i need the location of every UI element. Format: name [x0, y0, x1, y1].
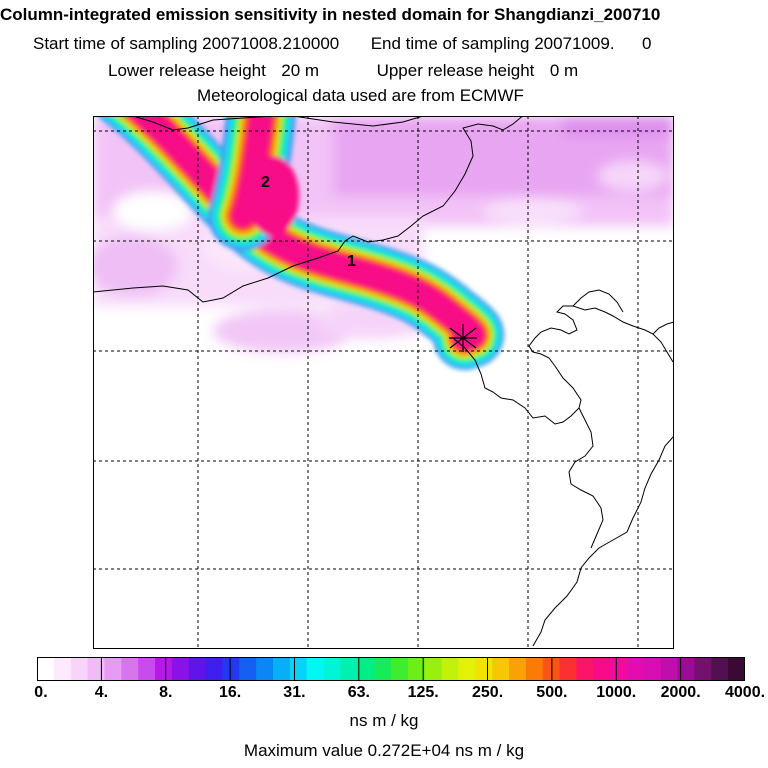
- colorbar-cell: [188, 657, 207, 681]
- colorbar-cell: [121, 657, 139, 681]
- colorbar-cell: [323, 657, 342, 681]
- colorbar-cell: [289, 657, 308, 681]
- colorbar-cell: [273, 657, 291, 681]
- colorbar-cell: [660, 657, 679, 681]
- colorbar-cell: [509, 657, 527, 681]
- colorbar-tick-label: 4000.: [725, 684, 766, 701]
- end-label: End time of sampling: [370, 34, 530, 53]
- graticule: [93, 116, 674, 649]
- station-marker-icon: [449, 324, 477, 352]
- colorbar-cell: [37, 657, 55, 681]
- start-label: Start time of sampling: [33, 34, 198, 53]
- colorbar-cell: [424, 657, 443, 681]
- max-value-note: Maximum value 0.272E+04 ns m / kg: [243, 741, 525, 760]
- colorbar-cell: [256, 657, 274, 681]
- colorbar-cell: [205, 657, 224, 681]
- day-label-1: 1: [347, 253, 356, 270]
- colorbar-cell: [492, 657, 510, 681]
- colorbar-cell: [475, 657, 493, 681]
- colorbar-tick-label: 31.: [283, 684, 306, 701]
- start-value: 20071008.210000: [202, 34, 340, 53]
- lower-release-value: 20 m: [281, 61, 320, 80]
- colorbar-cell: [627, 657, 645, 681]
- colorbar-cell: [306, 657, 325, 681]
- colorbar-tick-label: 1000.: [596, 684, 637, 701]
- colorbar-cell: [239, 657, 257, 681]
- map-panel: 2 1: [93, 116, 674, 649]
- map-frame: [93, 116, 674, 649]
- map-svg: 2 1: [93, 116, 674, 649]
- colorbar-frame: [37, 657, 745, 681]
- colorbar-cell: [525, 657, 544, 681]
- colorbar-cell: [222, 657, 240, 681]
- colorbar-cell: [677, 657, 696, 681]
- sampling-line: Start time of sampling 20071008.210000 E…: [33, 34, 652, 54]
- colorbar-tick-label: 63.: [347, 684, 370, 701]
- colorbar-tick-label: 500.: [536, 684, 568, 701]
- plume: [98, 116, 504, 370]
- colorbar-cell: [458, 657, 476, 681]
- figure-title: Column-integrated emission sensitivity i…: [0, 5, 661, 24]
- colorbar-tick-label: 125.: [407, 684, 439, 701]
- colorbar-cell: [374, 657, 392, 681]
- colorbar-tick-label: 0.: [34, 684, 48, 701]
- colorbar-cell: [441, 657, 460, 681]
- day-label-2: 2: [261, 174, 270, 191]
- colorbar-units: ns m / kg: [349, 711, 419, 730]
- colorbar-cell: [711, 657, 729, 681]
- coastlines: [93, 116, 674, 647]
- upper-release-label: Upper release height: [376, 61, 535, 80]
- end-value: 20071009.: [534, 34, 615, 53]
- colorbar-cell: [728, 657, 745, 681]
- release-line: Lower release height 20 m Upper release …: [108, 61, 578, 81]
- colorbar-cell: [610, 657, 628, 681]
- colorbar-tick-label: 8.: [159, 684, 173, 701]
- met-data-line: Meteorological data used are from ECMWF: [197, 86, 524, 105]
- colorbar-cell: [559, 657, 578, 681]
- colorbar-cell: [593, 657, 611, 681]
- colorbar-cell: [407, 657, 426, 681]
- colorbar-tick-label: 2000.: [660, 684, 701, 701]
- end-extra: 0: [642, 34, 652, 53]
- colorbar-cell: [70, 657, 89, 681]
- colorbar-tick-label: 4.: [94, 684, 109, 701]
- colorbar-tick-label: 16.: [219, 684, 242, 701]
- colorbar-cell: [694, 657, 712, 681]
- colorbar-cell: [104, 657, 122, 681]
- colorbar-cell: [87, 657, 106, 681]
- colorbar: [37, 657, 745, 681]
- colorbar-cell: [171, 657, 190, 681]
- colorbar-cell: [357, 657, 375, 681]
- colorbar-cell: [53, 657, 72, 681]
- colorbar-cell: [643, 657, 662, 681]
- colorbar-cell: [340, 657, 358, 681]
- colorbar-cell: [391, 657, 409, 681]
- colorbar-cell: [155, 657, 173, 681]
- colorbar-tick-label: 250.: [472, 684, 504, 701]
- colorbar-cell: [576, 657, 594, 681]
- colorbar-cell: [138, 657, 156, 681]
- lower-release-label: Lower release height: [108, 61, 266, 80]
- upper-release-value: 0 m: [549, 61, 579, 80]
